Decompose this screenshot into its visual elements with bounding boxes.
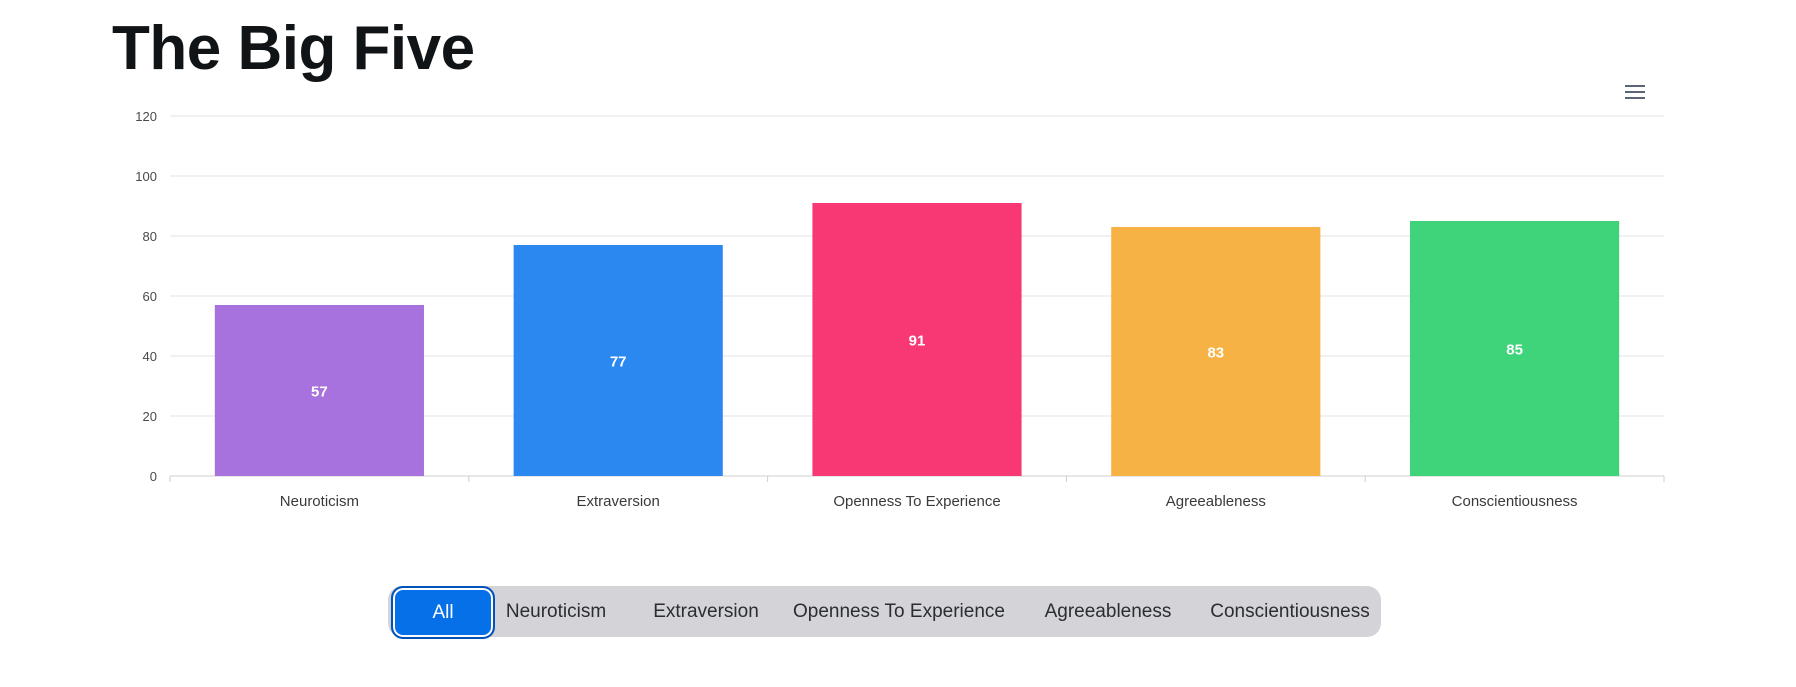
chart-canvas: 0 20 40 60 80 100 120 57 Neuroticism 77 Extraversi…	[135, 109, 1665, 510]
x-tick-label: Extraversion	[577, 493, 660, 510]
y-tick-label: 40	[143, 349, 157, 364]
bar-openness-to-experience	[812, 203, 1022, 476]
y-tick-label: 20	[143, 409, 157, 424]
bar-conscientiousness	[1410, 221, 1620, 476]
filter-extraversion-button[interactable]: Extraversion	[653, 601, 759, 622]
data-label: 83	[1207, 345, 1224, 362]
x-tick-label: Agreeableness	[1166, 493, 1266, 510]
x-tick-label: Openness To Experience	[833, 493, 1000, 510]
y-tick-label: 100	[135, 169, 157, 184]
filter-openness-button[interactable]: Openness To Experience	[793, 601, 1005, 622]
x-tick-label: Neuroticism	[280, 493, 359, 510]
chart-menu-button[interactable]	[1620, 80, 1650, 104]
data-label: 85	[1506, 342, 1523, 359]
bar-agreeableness	[1111, 227, 1321, 476]
filter-agreeableness-button[interactable]: Agreeableness	[1044, 601, 1172, 622]
data-label: 57	[311, 384, 328, 401]
hamburger-menu-icon-line	[1625, 91, 1645, 93]
hamburger-menu-icon-line	[1625, 97, 1645, 99]
filter-conscientiousness-button[interactable]: Conscientiousness	[1210, 601, 1370, 622]
y-tick-label: 80	[143, 229, 157, 244]
data-label: 77	[610, 354, 627, 371]
page-title: The Big Five	[112, 14, 475, 83]
y-tick-label: 0	[150, 469, 157, 484]
hamburger-menu-icon	[1625, 85, 1645, 87]
data-label: 91	[909, 333, 926, 350]
filter-segmented-control: All Neuroticism Extraversion Openness To…	[388, 586, 1381, 639]
x-tick-label: Conscientiousness	[1452, 493, 1578, 510]
filter-all-button[interactable]: All	[391, 586, 495, 639]
bar-extraversion	[513, 245, 723, 476]
filter-neuroticism-button[interactable]: Neuroticism	[505, 601, 607, 622]
bar-neuroticism	[214, 305, 424, 476]
y-tick-label: 120	[135, 109, 157, 124]
y-tick-label: 60	[143, 289, 157, 304]
